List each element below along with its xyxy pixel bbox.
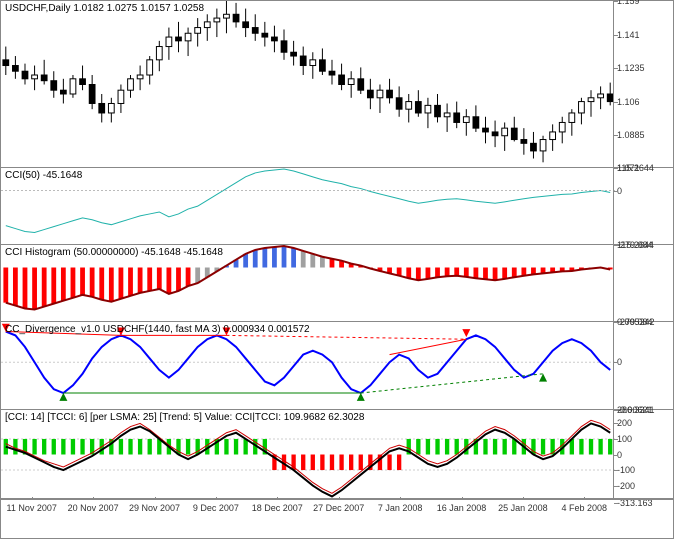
xtick: 9 Dec 2007	[193, 503, 239, 513]
cci-hist-panel: CCI Histogram (50.00000000) -45.1648 -45…	[1, 245, 673, 322]
cci-panel: CCI(50) -45.1648 115.26440-279.084	[1, 168, 673, 245]
divergence-panel: CC_Divergence_v1.0 USDCHF(1440, fast MA …	[1, 322, 673, 410]
price-yaxis: 1.1591.1411.12351.1061.08851.071	[613, 1, 673, 167]
xtick: 29 Nov 2007	[129, 503, 180, 513]
price-label: USDCHF,Daily 1.0182 1.0275 1.0157 1.0258	[5, 3, 204, 14]
ytick: -100	[617, 465, 635, 475]
cci-label: CCI(50) -45.1648	[5, 170, 82, 181]
tcci-label: [CCI: 14] [TCCI: 6] [per LSMA: 25] [Tren…	[5, 412, 364, 423]
ytick: 1.0885	[617, 130, 645, 140]
ytick: -200	[617, 481, 635, 491]
cci-hist-label: CCI Histogram (50.00000000) -45.1648 -45…	[5, 247, 223, 258]
xtick: 20 Nov 2007	[68, 503, 119, 513]
divergence-label: CC_Divergence_v1.0 USDCHF(1440, fast MA …	[5, 324, 310, 335]
xtick: 7 Jan 2008	[378, 503, 423, 513]
xtick: 18 Dec 2007	[252, 503, 303, 513]
ytick: 286.3341	[617, 405, 655, 415]
xtick: 16 Jan 2008	[437, 503, 487, 513]
xtick: 4 Feb 2008	[562, 503, 608, 513]
tcci-panel: [CCI: 14] [TCCI: 6] [per LSMA: 25] [Tren…	[1, 410, 673, 499]
ytick: 1.141	[617, 30, 640, 40]
divergence-yaxis: 0.0052420-0.00621	[613, 322, 673, 409]
ytick: 1.159	[617, 0, 640, 6]
ytick: 0.005242	[617, 317, 655, 327]
ytick: 200	[617, 418, 632, 428]
xtick: 27 Dec 2007	[313, 503, 364, 513]
cci-hist-yaxis: 115.2644-279.084	[613, 245, 673, 321]
x-axis: 11 Nov 2007 20 Nov 2007 29 Nov 2007 9 Dec 2…	[1, 499, 673, 519]
price-panel: USDCHF,Daily 1.0182 1.0275 1.0157 1.0258…	[1, 1, 673, 168]
ytick: 1.1235	[617, 63, 645, 73]
cci-yaxis: 115.26440-279.084	[613, 168, 673, 244]
xtick: 25 Jan 2008	[498, 503, 548, 513]
xtick: 11 Nov 2007	[7, 503, 57, 513]
ytick: 1.106	[617, 97, 640, 107]
ytick: 115.2644	[617, 163, 654, 173]
ytick: 100	[617, 434, 632, 444]
ytick: 115.2644	[617, 240, 654, 250]
mt4-chart-window: USDCHF,Daily 1.0182 1.0275 1.0157 1.0258…	[0, 0, 674, 539]
tcci-yaxis: 286.33412001000-100-200-313.163	[613, 410, 673, 498]
